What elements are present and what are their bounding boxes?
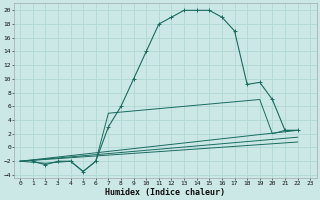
X-axis label: Humidex (Indice chaleur): Humidex (Indice chaleur) <box>105 188 225 197</box>
